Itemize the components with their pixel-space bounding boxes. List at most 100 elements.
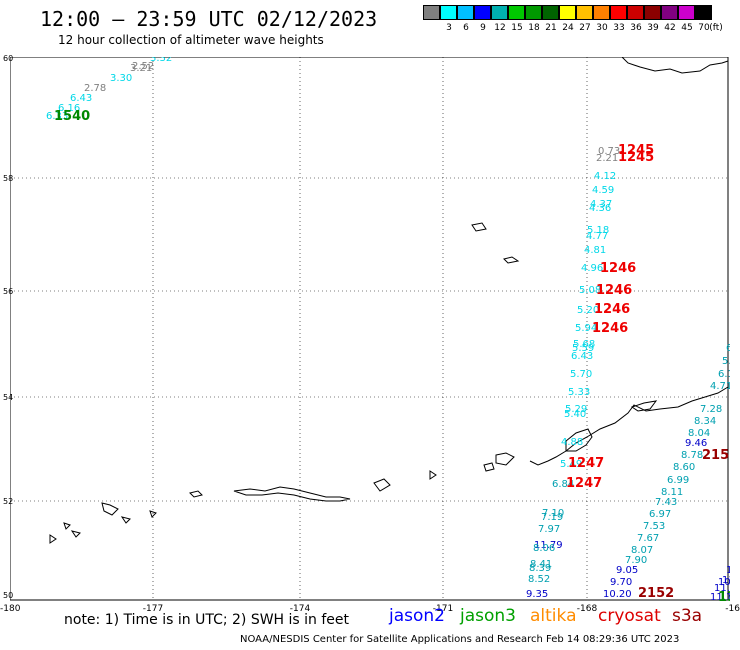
scale-swatch: [525, 5, 542, 20]
scale-label: 6: [463, 23, 469, 33]
pass-time-label: 1247: [568, 456, 604, 471]
scale-label: 33: [613, 23, 625, 33]
wave-height-label: 4.96: [581, 263, 603, 274]
scale-label: 24: [562, 23, 574, 33]
scale-swatch: [559, 5, 576, 20]
wave-height-label: 11.17: [710, 592, 730, 602]
map-grid: [10, 57, 728, 600]
coastline-segment: [471, 222, 487, 232]
scale-label: 21: [545, 23, 557, 33]
wave-height-label: 8.11: [661, 487, 683, 498]
scale-swatch: [644, 5, 661, 20]
wave-height-label: 7.10: [542, 508, 564, 519]
wave-height-label: 6.33: [46, 111, 68, 122]
legend-jason2: jason2: [389, 606, 445, 626]
pass-time-label: 1245: [618, 143, 654, 158]
coastline-segment: [495, 452, 515, 466]
wave-height-label: 4.71: [710, 381, 730, 392]
wave-height-label: 8.41: [530, 559, 552, 570]
wave-height-label: 7.67: [637, 533, 659, 544]
wave-height-label: 6.99: [667, 475, 689, 486]
wave-height-label: 8.06: [533, 543, 555, 554]
scale-swatch: [542, 5, 559, 20]
footer-note: note: 1) Time is in UTC; 2) SWH is in fe…: [64, 612, 350, 628]
wave-height-label: 5.33: [568, 387, 590, 398]
wave-height-label: 6.13: [718, 369, 730, 380]
scale-swatch: [508, 5, 525, 20]
scale-label: 12: [494, 23, 506, 33]
wave-height-label: 7.19: [541, 512, 563, 523]
pass-time-label: 1246: [600, 261, 636, 276]
wave-height-label: 4.37: [590, 199, 612, 210]
scale-label: 45: [681, 23, 693, 33]
wave-height-label: 7.43: [655, 497, 677, 508]
coastline-segment: [233, 486, 351, 502]
pass-time-label: 1246: [592, 321, 628, 336]
wave-height-label: 5.29: [565, 404, 587, 415]
wave-height-label: 7.97: [538, 524, 560, 535]
wave-height-label: 4.59: [592, 185, 614, 196]
coastline-segment: [63, 522, 71, 530]
scale-swatch: [491, 5, 508, 20]
coastline-segment: [101, 502, 119, 516]
scale-label: 27: [579, 23, 591, 33]
wave-height-label: 3.21: [130, 63, 152, 74]
scale-swatch: [627, 5, 644, 20]
wave-height-label: 4.88: [561, 437, 583, 448]
scale-swatch: [593, 5, 610, 20]
scale-swatch: [457, 5, 474, 20]
wave-height-label: 6.97: [649, 509, 671, 520]
wave-height-label: 4.12: [594, 171, 616, 182]
scale-label: 3: [446, 23, 452, 33]
coastline-segment: [529, 386, 729, 466]
wave-height-label: 2.78: [84, 83, 106, 94]
coastline-segment: [149, 510, 157, 518]
wave-height-label: 11.7: [726, 565, 730, 576]
wave-height-label: 5.49: [560, 459, 582, 470]
scale-swatch: [423, 5, 440, 20]
scale-swatch: [678, 5, 695, 20]
coastline-segment: [630, 400, 658, 412]
scale-label: 42: [664, 23, 676, 33]
wave-height-label: 2.52: [132, 61, 154, 72]
wave-height-label: 0.73: [598, 146, 620, 157]
wave-height-label: 5.20: [577, 305, 599, 316]
wave-height-label: 4.77: [586, 231, 608, 242]
legend-jason3: jason3: [460, 606, 516, 626]
wave-height-label: 8.52: [528, 574, 550, 585]
wave-height-label: 7.53: [643, 521, 665, 532]
coastline-segment: [189, 490, 203, 498]
wave-height-label: 7.28: [700, 404, 722, 415]
pass-time-label: 1246: [596, 283, 632, 298]
longitude-tick-label: -16: [725, 604, 740, 614]
pass-time-label: 134: [718, 590, 730, 602]
coastline-segment: [373, 478, 391, 492]
coastline-segment: [70, 530, 81, 538]
wave-height-label: 8.39: [529, 563, 551, 574]
wave-height-label: 10.57: [718, 577, 730, 588]
wave-height-label: 5.68: [573, 339, 595, 350]
wave-height-labels: 3.323.213.302.522.786.436.166.330.732.21…: [46, 57, 730, 602]
pass-time-label: 1540: [54, 109, 90, 124]
coastline-segment: [49, 534, 57, 544]
pass-time-label: 1247: [566, 476, 602, 491]
wave-height-label: 5.94: [575, 323, 597, 334]
page-subtitle: 12 hour collection of altimeter wave hei…: [58, 33, 324, 47]
wave-height-label: 2.21: [596, 153, 618, 164]
pass-time-label: 2152: [638, 586, 674, 601]
coastline-segment: [483, 462, 495, 472]
longitude-tick-label: -168: [577, 604, 598, 614]
scale-label: 36: [630, 23, 642, 33]
wave-height-label: 8.60: [673, 462, 695, 473]
pass-time-label: 1245: [618, 150, 654, 165]
scale-swatch: [440, 5, 457, 20]
wave-height-label: 8.07: [631, 545, 653, 556]
legend-altika: altika: [530, 606, 577, 626]
wave-height-label: 9.05: [616, 565, 638, 576]
scale-label: 30: [596, 23, 608, 33]
wave-height-label: 7.90: [625, 555, 647, 566]
map-frame: [10, 57, 729, 601]
wave-height-label: 5.40: [564, 409, 586, 420]
